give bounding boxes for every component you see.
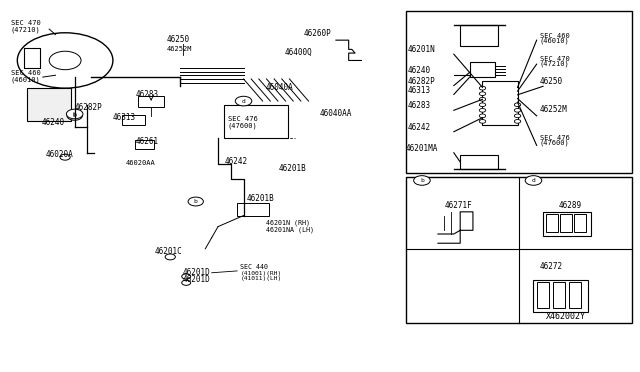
Text: (46010): (46010)	[540, 38, 570, 44]
Text: (41001)(RH): (41001)(RH)	[241, 270, 282, 276]
Text: 46282P: 46282P	[408, 77, 436, 86]
Circle shape	[515, 114, 521, 118]
Text: 46040A: 46040A	[266, 83, 294, 92]
Bar	[406, 177, 632, 323]
Text: 46283: 46283	[408, 102, 431, 110]
Bar	[27, 88, 72, 121]
Text: 46201D: 46201D	[183, 267, 211, 277]
Text: SEC 460: SEC 460	[11, 70, 41, 76]
Text: 46201N: 46201N	[408, 45, 436, 54]
Text: (47210): (47210)	[540, 61, 570, 67]
Bar	[568, 282, 581, 308]
Text: d: d	[242, 99, 245, 103]
Bar	[546, 214, 557, 232]
Bar	[483, 81, 518, 125]
Bar	[543, 212, 591, 236]
Bar	[135, 140, 154, 149]
Circle shape	[188, 197, 204, 206]
Text: 46201N (RH): 46201N (RH)	[266, 220, 310, 226]
Text: (47600): (47600)	[540, 139, 570, 146]
Bar	[225, 105, 288, 138]
Circle shape	[479, 86, 486, 90]
Text: 46272: 46272	[540, 262, 563, 271]
Text: SEC 470: SEC 470	[11, 20, 41, 26]
Text: 46261: 46261	[135, 137, 158, 145]
Text: 46240: 46240	[408, 65, 431, 75]
Text: 46313: 46313	[408, 86, 431, 95]
Text: 46040AA: 46040AA	[320, 109, 353, 118]
Text: SEC 476: SEC 476	[540, 135, 570, 141]
Bar	[460, 25, 499, 46]
Circle shape	[479, 97, 486, 101]
Text: 46271F: 46271F	[444, 201, 472, 210]
Bar	[406, 11, 632, 173]
Circle shape	[479, 92, 486, 96]
Text: d: d	[532, 178, 535, 183]
Text: 46020A: 46020A	[46, 150, 74, 159]
Text: 46201NA (LH): 46201NA (LH)	[266, 226, 314, 232]
Bar	[574, 214, 586, 232]
Text: 46289: 46289	[559, 201, 582, 210]
Bar	[470, 62, 495, 77]
Circle shape	[479, 114, 486, 118]
Text: 46240: 46240	[42, 118, 65, 127]
Circle shape	[479, 103, 486, 107]
Text: 46201C: 46201C	[154, 247, 182, 256]
Text: 46252M: 46252M	[167, 46, 193, 52]
Text: b: b	[73, 113, 77, 118]
Text: b: b	[420, 178, 424, 183]
Text: 46242: 46242	[408, 123, 431, 132]
Text: 46252M: 46252M	[540, 105, 568, 114]
Bar	[237, 203, 269, 215]
Circle shape	[515, 119, 521, 123]
Bar	[552, 282, 565, 308]
Circle shape	[515, 103, 521, 107]
Bar	[460, 155, 499, 169]
Bar	[138, 96, 164, 107]
Text: SEC 476: SEC 476	[228, 116, 257, 122]
Bar	[537, 282, 549, 308]
Text: 46282P: 46282P	[75, 103, 102, 112]
Circle shape	[67, 109, 83, 119]
Text: (47210): (47210)	[11, 27, 41, 33]
Text: b: b	[194, 199, 198, 204]
Text: SEC 470: SEC 470	[540, 56, 570, 62]
Text: 46283: 46283	[135, 90, 158, 99]
Circle shape	[413, 176, 430, 185]
Text: 46201MA: 46201MA	[406, 144, 438, 153]
Circle shape	[479, 109, 486, 112]
Text: 46242: 46242	[225, 157, 248, 166]
Bar	[560, 214, 572, 232]
Circle shape	[67, 112, 83, 120]
Text: 46250: 46250	[540, 77, 563, 86]
Text: (47600): (47600)	[228, 123, 257, 129]
Text: b: b	[73, 112, 77, 116]
Text: 46201B: 46201B	[246, 194, 275, 203]
Text: 46020AA: 46020AA	[125, 160, 156, 166]
Text: 46400Q: 46400Q	[285, 48, 313, 57]
Bar	[534, 280, 588, 311]
Text: 46260P: 46260P	[304, 29, 332, 38]
Circle shape	[479, 119, 486, 123]
Circle shape	[515, 109, 521, 112]
Text: 46201B: 46201B	[278, 164, 307, 173]
Bar	[122, 115, 145, 125]
Text: SEC 440: SEC 440	[241, 264, 268, 270]
Text: SEC 460: SEC 460	[540, 33, 570, 39]
Circle shape	[236, 96, 252, 106]
Text: (46010): (46010)	[11, 77, 41, 83]
Text: X462002Y: X462002Y	[546, 312, 586, 321]
Text: 46313: 46313	[113, 113, 136, 122]
Text: 46201D: 46201D	[183, 275, 211, 284]
Circle shape	[525, 176, 541, 185]
Text: (41011)(LH): (41011)(LH)	[241, 276, 282, 281]
Text: 46250: 46250	[167, 35, 190, 44]
